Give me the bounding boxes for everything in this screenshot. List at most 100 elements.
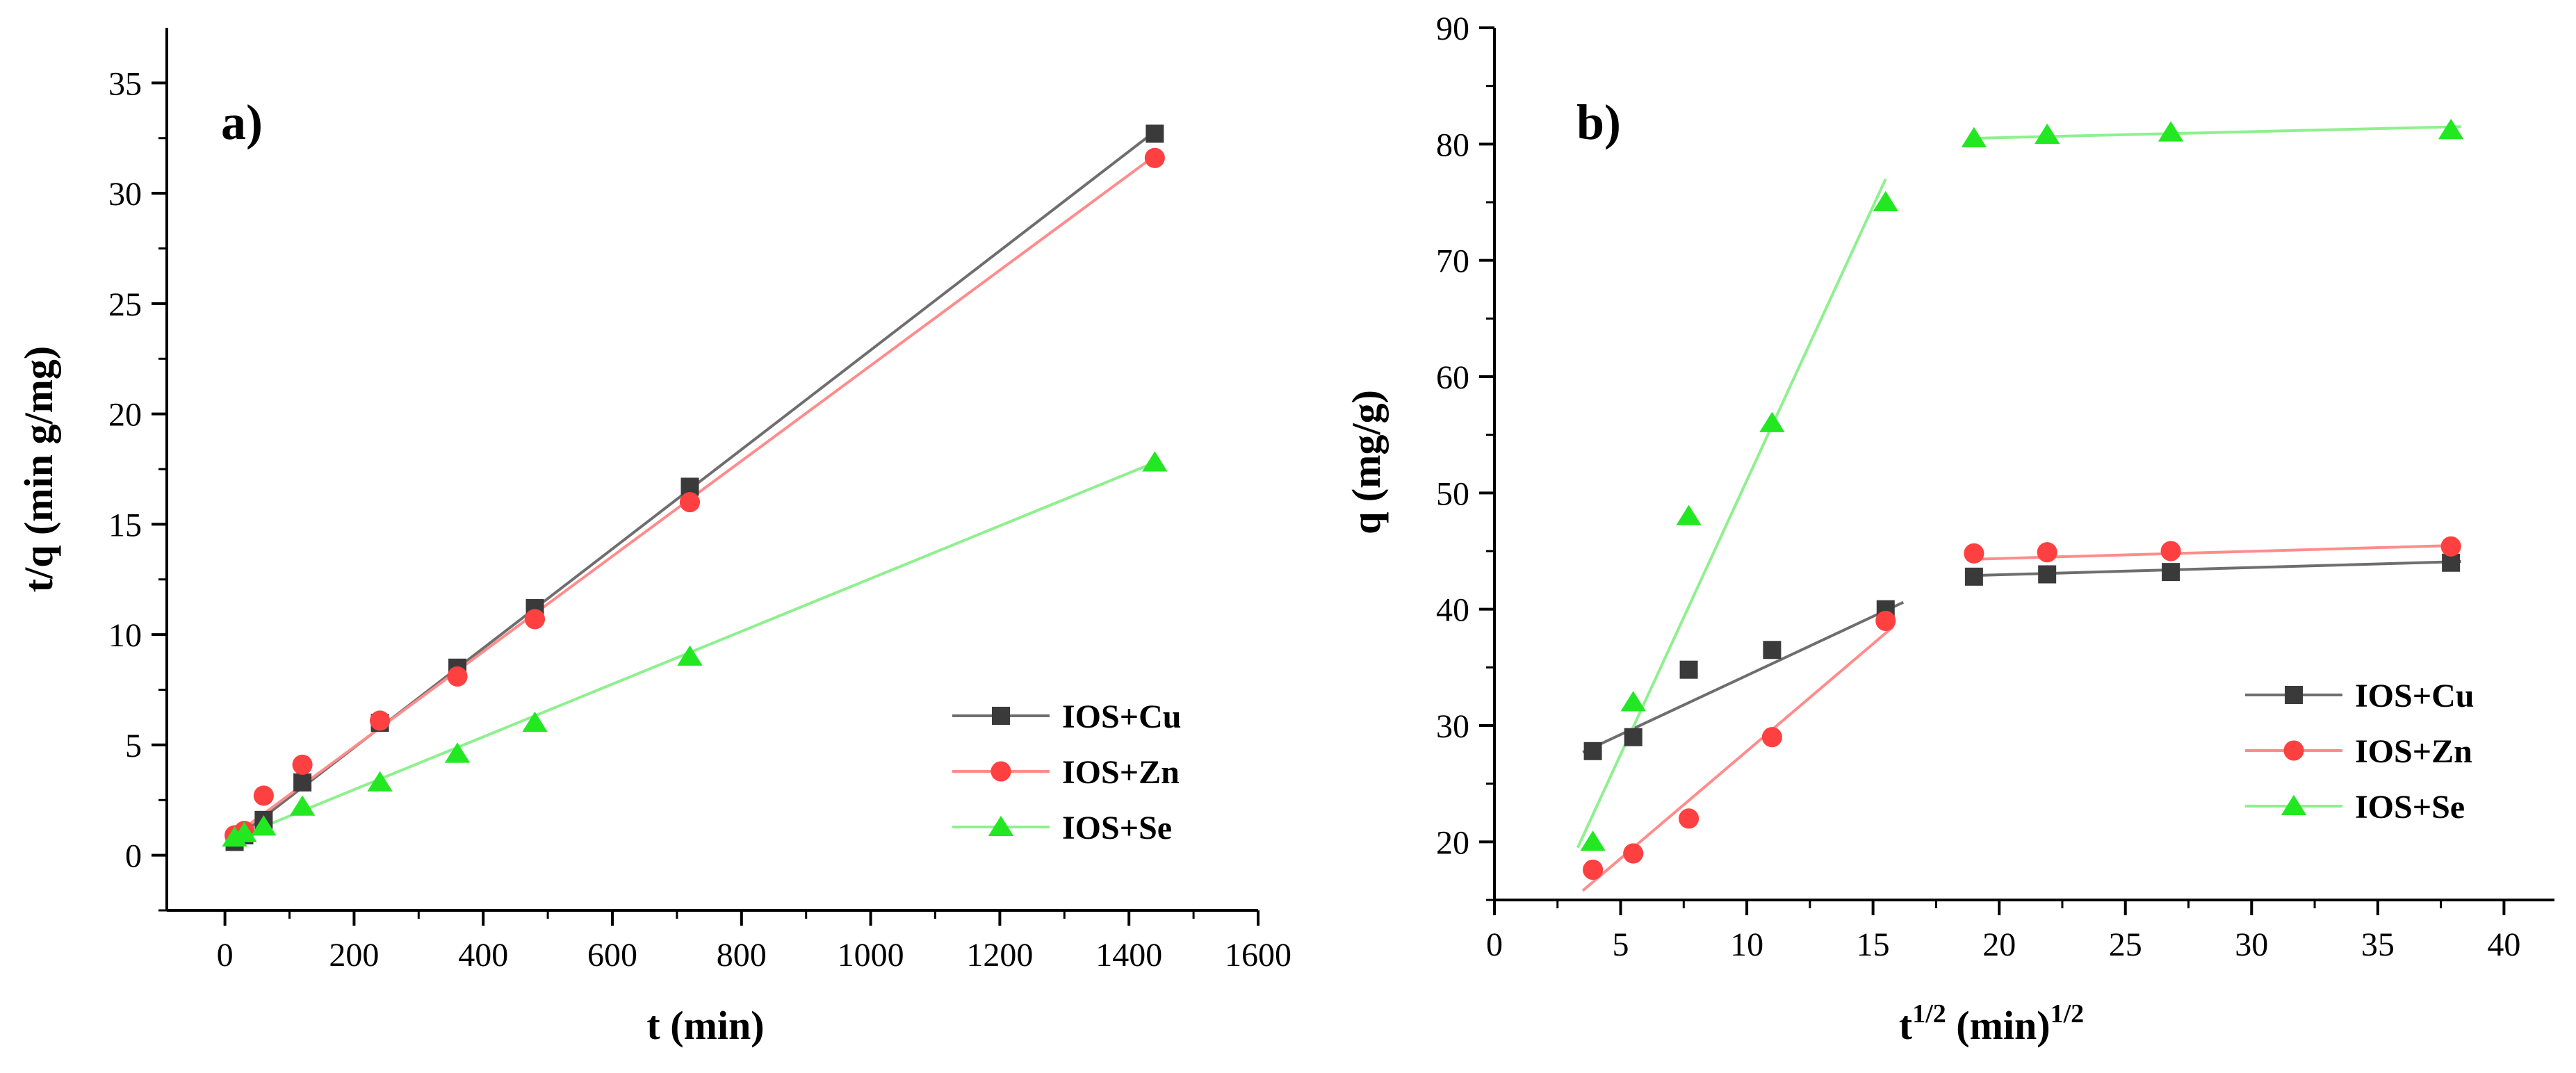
x-tick-label: 15 — [1857, 926, 1890, 963]
zn-data-point — [1875, 610, 1896, 631]
y-tick-label: 35 — [108, 65, 142, 102]
zn-data-point — [1623, 843, 1644, 864]
se-data-point — [1873, 190, 1898, 211]
x-tick-label: 1000 — [838, 937, 904, 974]
x-tick-label: 10 — [1730, 926, 1763, 963]
x-tick-label: 30 — [2235, 926, 2268, 963]
cu-data-point — [1964, 567, 1983, 586]
x-axis-title-sup: 1/2 — [1912, 999, 1946, 1029]
panel-b-fit-lines — [1576, 125, 2461, 892]
zn-data-point — [2037, 542, 2057, 563]
se-data-point — [1620, 691, 1646, 712]
x-tick-label: 40 — [2487, 926, 2520, 963]
y-tick-label: 50 — [1436, 475, 1469, 512]
cu-legend-marker — [2285, 686, 2303, 704]
cu-legend-label: IOS+Cu — [1062, 698, 1181, 735]
x-tick-label: 800 — [717, 937, 767, 974]
panel-b-label: b) — [1576, 95, 1621, 150]
se-legend-marker — [988, 815, 1014, 836]
x-tick-label: 400 — [458, 937, 508, 974]
zn-legend-marker — [991, 761, 1011, 782]
zn-data-point — [1761, 727, 1782, 748]
zn-data-point — [1144, 147, 1165, 168]
cu-data-point — [2038, 565, 2057, 584]
panel-b-data-points — [1580, 119, 2464, 880]
panel-a-legend: IOS+Cu IOS+Zn IOS+Se — [952, 698, 1181, 846]
x-tick-label: 1400 — [1095, 937, 1162, 974]
zn-data-point — [253, 785, 274, 806]
y-tick-label: 60 — [1436, 359, 1469, 396]
cu-data-point — [1624, 728, 1642, 746]
se-data-point — [231, 821, 257, 842]
se-data-point — [1580, 830, 1606, 851]
zn-data-point — [2440, 536, 2461, 557]
se-data-point — [1759, 411, 1785, 432]
panel-b-y-axis-title: q (mg/g) — [1344, 390, 1389, 534]
se-data-point — [1961, 126, 1987, 147]
se-data-point — [251, 815, 277, 836]
x-axis-title-mid: (min) — [1946, 1003, 2051, 1048]
x-tick-label: 0 — [1486, 926, 1503, 963]
y-tick-label: 5 — [125, 728, 142, 764]
y-tick-label: 20 — [108, 397, 142, 434]
se-data-point — [2438, 119, 2464, 140]
x-tick-label: 25 — [2109, 926, 2142, 963]
panel-a-label: a) — [221, 95, 263, 150]
zn-data-point — [2160, 541, 2181, 562]
zn-data-point — [524, 609, 546, 630]
zn-data-point — [679, 492, 701, 513]
panel-a: 0 200 400 600 800 1000 1200 1400 1600 0 5 10 15 20 25 3… — [16, 28, 1291, 1048]
x-tick-label: 0 — [217, 937, 234, 974]
se-legend-label: IOS+Se — [1062, 810, 1172, 846]
y-tick-label: 70 — [1436, 243, 1469, 280]
cu-data-point — [293, 773, 312, 792]
y-tick-label: 90 — [1436, 10, 1469, 47]
cu-data-point — [1583, 742, 1602, 760]
x-tick-label: 1200 — [966, 937, 1033, 974]
zn-legend-label: IOS+Zn — [1062, 754, 1180, 791]
x-tick-label: 5 — [1613, 926, 1629, 963]
x-tick-label: 600 — [587, 937, 637, 974]
se-legend-marker — [2281, 794, 2307, 815]
cu-data-point — [1679, 660, 1698, 679]
x-tick-label: 20 — [1982, 926, 2016, 963]
y-tick-label: 10 — [108, 617, 142, 654]
cu-fit-line — [1582, 600, 1905, 754]
cu-data-point — [2162, 563, 2180, 582]
se-data-point — [1142, 451, 1168, 472]
panel-b-x-axis-title: t1/2 (min)1/2 — [1899, 999, 2084, 1048]
se-data-point — [444, 742, 471, 763]
se-data-point — [1676, 505, 1702, 525]
panel-a-data-points — [222, 124, 1168, 851]
x-tick-label: 200 — [329, 937, 379, 974]
cu-legend-label: IOS+Cu — [2355, 678, 2474, 714]
x-axis-title-base: t — [1899, 1003, 1913, 1048]
cu-data-point — [1763, 641, 1782, 660]
y-tick-label: 15 — [108, 507, 142, 543]
y-tick-label: 30 — [1436, 708, 1469, 745]
zn-legend-label: IOS+Zn — [2355, 733, 2472, 770]
se-data-point — [289, 795, 316, 816]
cu-data-point — [1146, 124, 1164, 143]
y-tick-label: 25 — [108, 286, 142, 323]
x-axis-title-sup2: 1/2 — [2051, 999, 2085, 1029]
zn-data-point — [292, 754, 313, 776]
zn-data-point — [1964, 543, 1984, 564]
panel-b-axes: 0 5 10 15 20 25 30 35 40 20 30 40 50 60 70 80 90 — [1436, 10, 2554, 963]
cu-legend-marker — [992, 707, 1010, 725]
zn-data-point — [1583, 859, 1604, 880]
x-tick-label: 1600 — [1225, 937, 1291, 974]
y-tick-label: 40 — [1436, 592, 1469, 629]
y-tick-label: 30 — [108, 176, 142, 213]
zn-data-point — [447, 666, 468, 687]
panel-b-legend: IOS+Cu IOS+Zn IOS+Se — [2245, 678, 2474, 826]
se-data-point — [2034, 123, 2060, 144]
se-data-point — [522, 711, 548, 732]
y-tick-label: 20 — [1436, 824, 1469, 861]
se-data-point — [677, 645, 703, 666]
x-tick-label: 35 — [2361, 926, 2395, 963]
zn-data-point — [1679, 808, 1699, 829]
zn-legend-marker — [2283, 740, 2304, 761]
y-tick-label: 0 — [125, 838, 142, 875]
